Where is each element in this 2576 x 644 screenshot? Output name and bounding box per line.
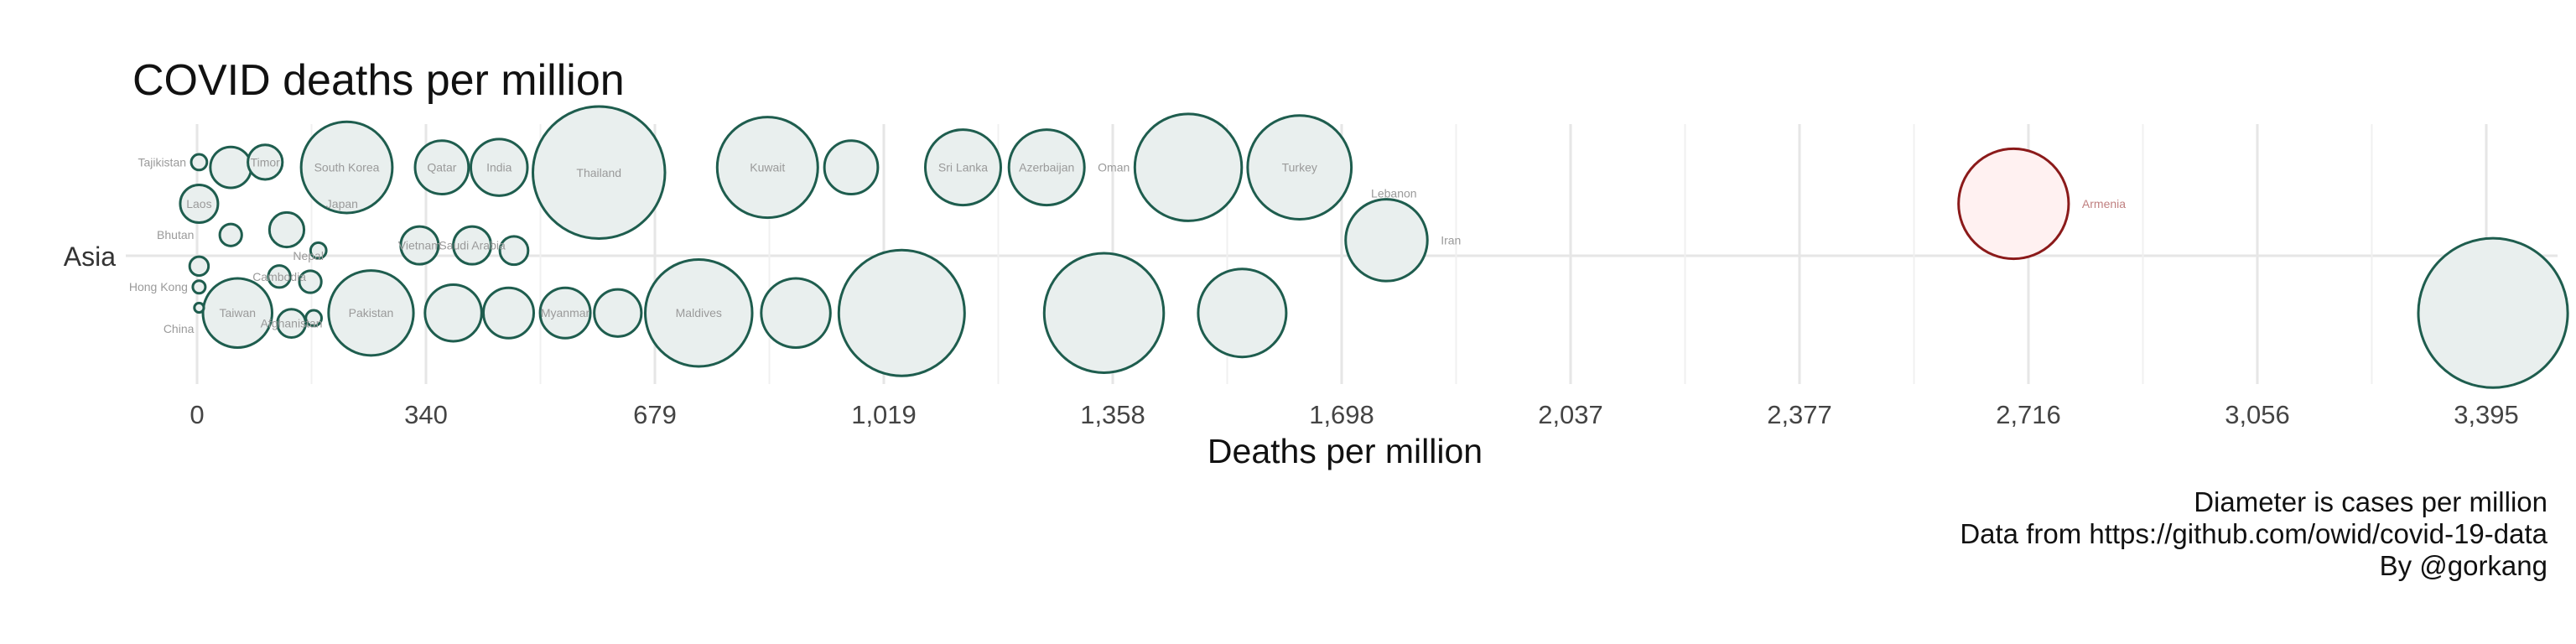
bubble-labels: Tajikistan Timor South Korea Qatar India Thai… bbox=[129, 155, 2126, 335]
bubble-label: Taiwan bbox=[219, 306, 256, 319]
x-tick-label: 679 bbox=[633, 400, 677, 429]
bubble-label: Bhutan bbox=[157, 228, 194, 242]
bubble bbox=[423, 283, 483, 343]
bubble bbox=[276, 308, 307, 339]
bubble-label: Turkey bbox=[1282, 161, 1317, 174]
bubble bbox=[1042, 252, 1166, 374]
bubble-label: Laos bbox=[186, 197, 211, 210]
bubble bbox=[1197, 267, 1288, 359]
bubble bbox=[823, 139, 880, 195]
bubble bbox=[413, 139, 470, 195]
chart-title: COVID deaths per million bbox=[132, 56, 625, 105]
bubble bbox=[267, 264, 292, 289]
bubble bbox=[923, 128, 1002, 207]
bubble bbox=[452, 225, 493, 266]
x-tick-label: 3,056 bbox=[2225, 400, 2290, 429]
x-tick-label: 2,377 bbox=[1767, 400, 1832, 429]
x-tick-labels: 0 340 679 1,019 1,358 1,698 2,037 2,377 2,716 3,0… bbox=[190, 400, 2518, 429]
bubble-label: Lebanon bbox=[1371, 187, 1417, 200]
y-category-label: Asia bbox=[64, 242, 116, 272]
bubble-label: Azerbaijan bbox=[1019, 161, 1074, 174]
bubble-label: Sri Lanka bbox=[938, 161, 988, 174]
bubble-label: Maldives bbox=[676, 306, 722, 319]
bubble bbox=[304, 309, 323, 328]
bubble bbox=[247, 143, 284, 181]
x-tick-label: 2,716 bbox=[1996, 400, 2061, 429]
bubble bbox=[644, 257, 754, 368]
bubble bbox=[267, 210, 306, 249]
bubble bbox=[593, 288, 643, 338]
bubble-label: Iran bbox=[1441, 233, 1461, 247]
bubble-label: Japan bbox=[326, 197, 358, 210]
bubble bbox=[482, 286, 536, 340]
bubble-label: Kuwait bbox=[750, 161, 785, 174]
bubble-label: Qatar bbox=[427, 161, 456, 174]
bubble bbox=[201, 277, 273, 349]
bubble-label: India bbox=[486, 161, 512, 174]
bubble bbox=[837, 248, 966, 377]
bubble-label: Pakistan bbox=[349, 306, 394, 319]
bubble bbox=[309, 241, 328, 260]
bubble-label: Hong Kong bbox=[129, 280, 188, 293]
bubble bbox=[209, 145, 253, 190]
bubble bbox=[299, 120, 394, 215]
highlight-bubble bbox=[1957, 147, 2070, 261]
x-tick-label: 3,395 bbox=[2454, 400, 2519, 429]
bubble bbox=[298, 269, 323, 294]
bubble bbox=[1344, 198, 1429, 283]
bubble bbox=[327, 269, 415, 357]
bubble-label: Oman bbox=[1098, 161, 1130, 174]
x-tick-label: 1,019 bbox=[851, 400, 917, 429]
bubble-label: Saudi Arabia bbox=[439, 239, 506, 252]
bubble bbox=[179, 184, 220, 224]
bubble-label: Timor bbox=[251, 155, 281, 169]
bubble bbox=[1246, 114, 1353, 221]
x-tick-label: 2,037 bbox=[1538, 400, 1603, 429]
bubble bbox=[2417, 236, 2569, 389]
caption-author: By @gorkang bbox=[2379, 550, 2547, 581]
x-axis-title: Deaths per million bbox=[1208, 432, 1483, 470]
bubble-label: Afghanistan bbox=[261, 317, 323, 330]
bubble-label: South Korea bbox=[314, 161, 380, 174]
bubble-label: Nepal bbox=[293, 249, 324, 262]
bubble bbox=[469, 138, 529, 197]
x-tick-label: 0 bbox=[190, 400, 204, 429]
bubble bbox=[498, 235, 530, 267]
bubble bbox=[188, 255, 210, 278]
bubble-label: China bbox=[164, 322, 195, 335]
bubble bbox=[538, 286, 592, 340]
bubble bbox=[193, 301, 205, 314]
bubble-label: Cambodia bbox=[252, 270, 306, 283]
bubble bbox=[190, 153, 209, 172]
bubble bbox=[760, 277, 832, 349]
bubble-label: Tajikistan bbox=[138, 155, 186, 169]
caption-data-source: Data from https://github.com/owid/covid-… bbox=[1960, 518, 2547, 549]
bubble bbox=[1007, 128, 1086, 207]
bubble bbox=[1133, 112, 1244, 222]
x-tick-label: 340 bbox=[404, 400, 448, 429]
bubble-label: Armenia bbox=[2082, 197, 2126, 210]
bubble bbox=[191, 279, 207, 295]
bubble-label: Thailand bbox=[576, 166, 621, 179]
bubble bbox=[399, 225, 440, 266]
bubble-label: Vietnam bbox=[398, 239, 441, 252]
x-tick-label: 1,698 bbox=[1309, 400, 1374, 429]
bubble bbox=[218, 222, 243, 247]
bubble bbox=[715, 116, 819, 220]
bubble bbox=[532, 105, 667, 241]
bubbles bbox=[179, 105, 2569, 389]
caption-size-note: Diameter is cases per million bbox=[2194, 486, 2547, 517]
bubble-label: Myanmar bbox=[541, 306, 590, 319]
x-tick-label: 1,358 bbox=[1080, 400, 1145, 429]
